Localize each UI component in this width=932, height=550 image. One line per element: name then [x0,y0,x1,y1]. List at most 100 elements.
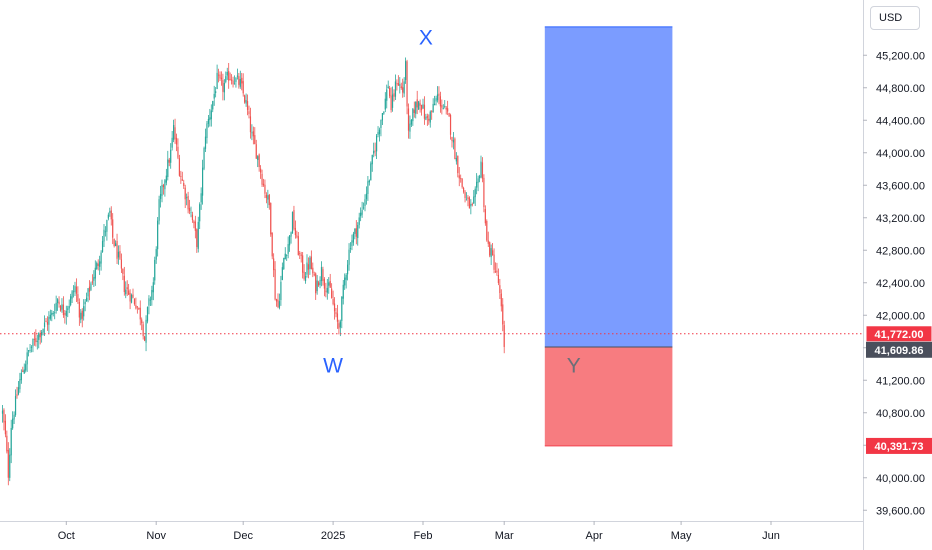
candle-body [220,77,223,80]
candle-body [442,108,444,110]
candle-body [207,118,209,124]
candle-body [42,328,44,333]
candle-body [426,116,428,118]
candle-body [167,159,169,178]
candle-body [246,101,249,110]
candle-body [57,299,59,303]
candle-body [155,249,157,260]
candle-body [396,83,398,85]
candle-body [370,163,372,181]
candle-body [30,346,33,348]
candle-body [291,212,294,234]
candle-body [252,131,254,137]
candle-body [278,301,281,308]
candle-body [294,227,296,236]
wave-label-w[interactable]: W [323,355,343,378]
candle-body [323,279,325,289]
candle-body [4,420,6,435]
candle-body [249,116,252,133]
candle-body [119,251,121,259]
candle-body [320,267,323,281]
time-tick-label: Mar [495,530,514,542]
candle-body [326,287,328,293]
candle-body [357,225,359,238]
candle-body [138,307,140,309]
candle-body [106,220,108,232]
candle-body [248,111,250,115]
candle-body [191,214,194,221]
candle-body [236,75,238,77]
candle-body [386,89,388,101]
time-tick-label: Dec [233,530,253,542]
candle-body [144,336,146,341]
candle-body [307,264,310,270]
stop-zone[interactable] [544,346,673,446]
candle-body [75,286,78,294]
candle-body [186,197,188,199]
candle-body [465,199,468,201]
candle-body [352,233,354,243]
candle-body [96,262,98,270]
candle-body [502,304,504,325]
candle-body [17,387,20,395]
candle-body [120,259,122,269]
candle-body [101,241,104,252]
candle-body [419,103,421,106]
candle-body [338,323,340,329]
candle-body [29,349,31,351]
profit-zone[interactable] [544,26,673,347]
candle-body [492,250,494,256]
time-tick-label: Oct [58,530,75,542]
candle-body [341,296,343,321]
candle-body [3,409,5,423]
candle-body [83,306,85,317]
price-tick-label: 42,800.00 [876,245,925,257]
candle-body [254,135,256,145]
candle-body [441,105,443,108]
currency-selector[interactable]: USD [870,6,920,30]
candle-body [435,98,437,102]
candle-body [397,83,399,86]
candle-body [223,82,225,93]
candle-body [228,71,230,81]
candle-body [289,235,291,246]
price-tick-label: 42,400.00 [876,278,925,290]
candle-body [197,221,199,249]
price-tick-label: 41,200.00 [876,375,925,387]
candle-body [296,235,298,237]
candle-body [287,244,289,254]
candle-body [452,140,455,143]
candle-body [368,180,370,183]
candle-body [365,193,368,200]
wave-label-x[interactable]: X [419,26,433,49]
candle-body [410,119,412,125]
candle-body [190,212,192,214]
candle-body [470,203,472,207]
time-tick-label: Feb [414,530,433,542]
candle-body [423,104,426,119]
price-tick-label: 44,000.00 [876,148,925,160]
candle-body [412,108,414,122]
candle-body [187,195,189,210]
candle-body [457,155,459,174]
wave-label-y[interactable]: Y [567,355,581,378]
candle-body [389,87,391,97]
candle-body [390,95,392,110]
price-label-badge [866,341,932,358]
candle-body [480,161,482,178]
candle-body [178,158,180,176]
price-tick-label: 40,800.00 [876,408,925,420]
candle-body [109,211,111,213]
candle-body [358,217,360,225]
candle-body [6,435,8,452]
price-label-text: 40,391.73 [875,441,924,453]
candle-body [434,103,436,106]
candle-body [251,132,253,134]
candle-body [90,283,92,290]
candle-body [23,369,25,374]
candle-body [273,258,275,271]
price-tick-label: 39,600.00 [876,505,925,517]
candle-body [145,319,147,343]
